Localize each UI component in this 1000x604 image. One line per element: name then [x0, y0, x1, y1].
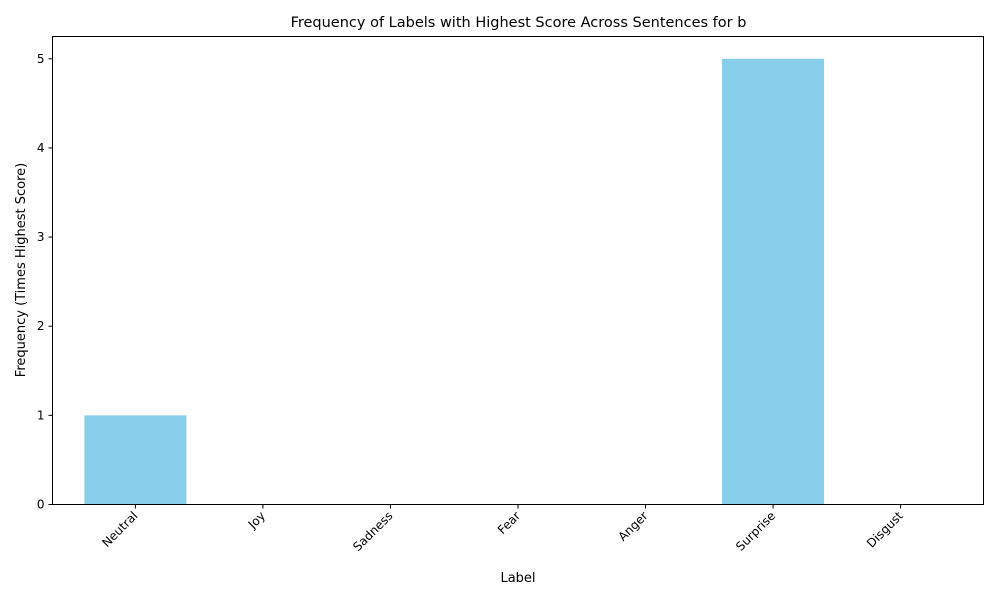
y-axis-ticks: 0 1 2 3 4 5 [37, 52, 53, 512]
y-tick-label: 0 [37, 498, 45, 512]
x-axis-label: Label [500, 571, 535, 586]
y-axis-label: Frequency (Times Highest Score) [14, 163, 29, 377]
x-tick-label: Fear [495, 509, 523, 537]
x-tick-label: Anger [615, 509, 650, 544]
chart-title: Frequency of Labels with Highest Score A… [291, 15, 747, 31]
x-tick-label: Sadness [350, 509, 395, 554]
bar-surprise [722, 58, 825, 505]
y-tick-label: 1 [37, 408, 45, 422]
x-tick-label: Neutral [99, 509, 140, 550]
x-tick-label: Surprise [733, 509, 778, 554]
y-tick-label: 3 [37, 230, 45, 244]
x-tick-label: Joy [245, 509, 268, 532]
y-tick-label: 5 [37, 52, 45, 66]
bar-neutral [84, 415, 187, 505]
y-tick-label: 4 [37, 141, 45, 155]
y-tick-label: 2 [37, 319, 45, 333]
x-axis-ticks: Neutral Joy Sadness Fear Anger Surprise Disgus… [99, 504, 906, 554]
x-tick-label: Disgust [864, 509, 906, 551]
plot-frame [52, 36, 984, 505]
bars-group [84, 58, 825, 505]
